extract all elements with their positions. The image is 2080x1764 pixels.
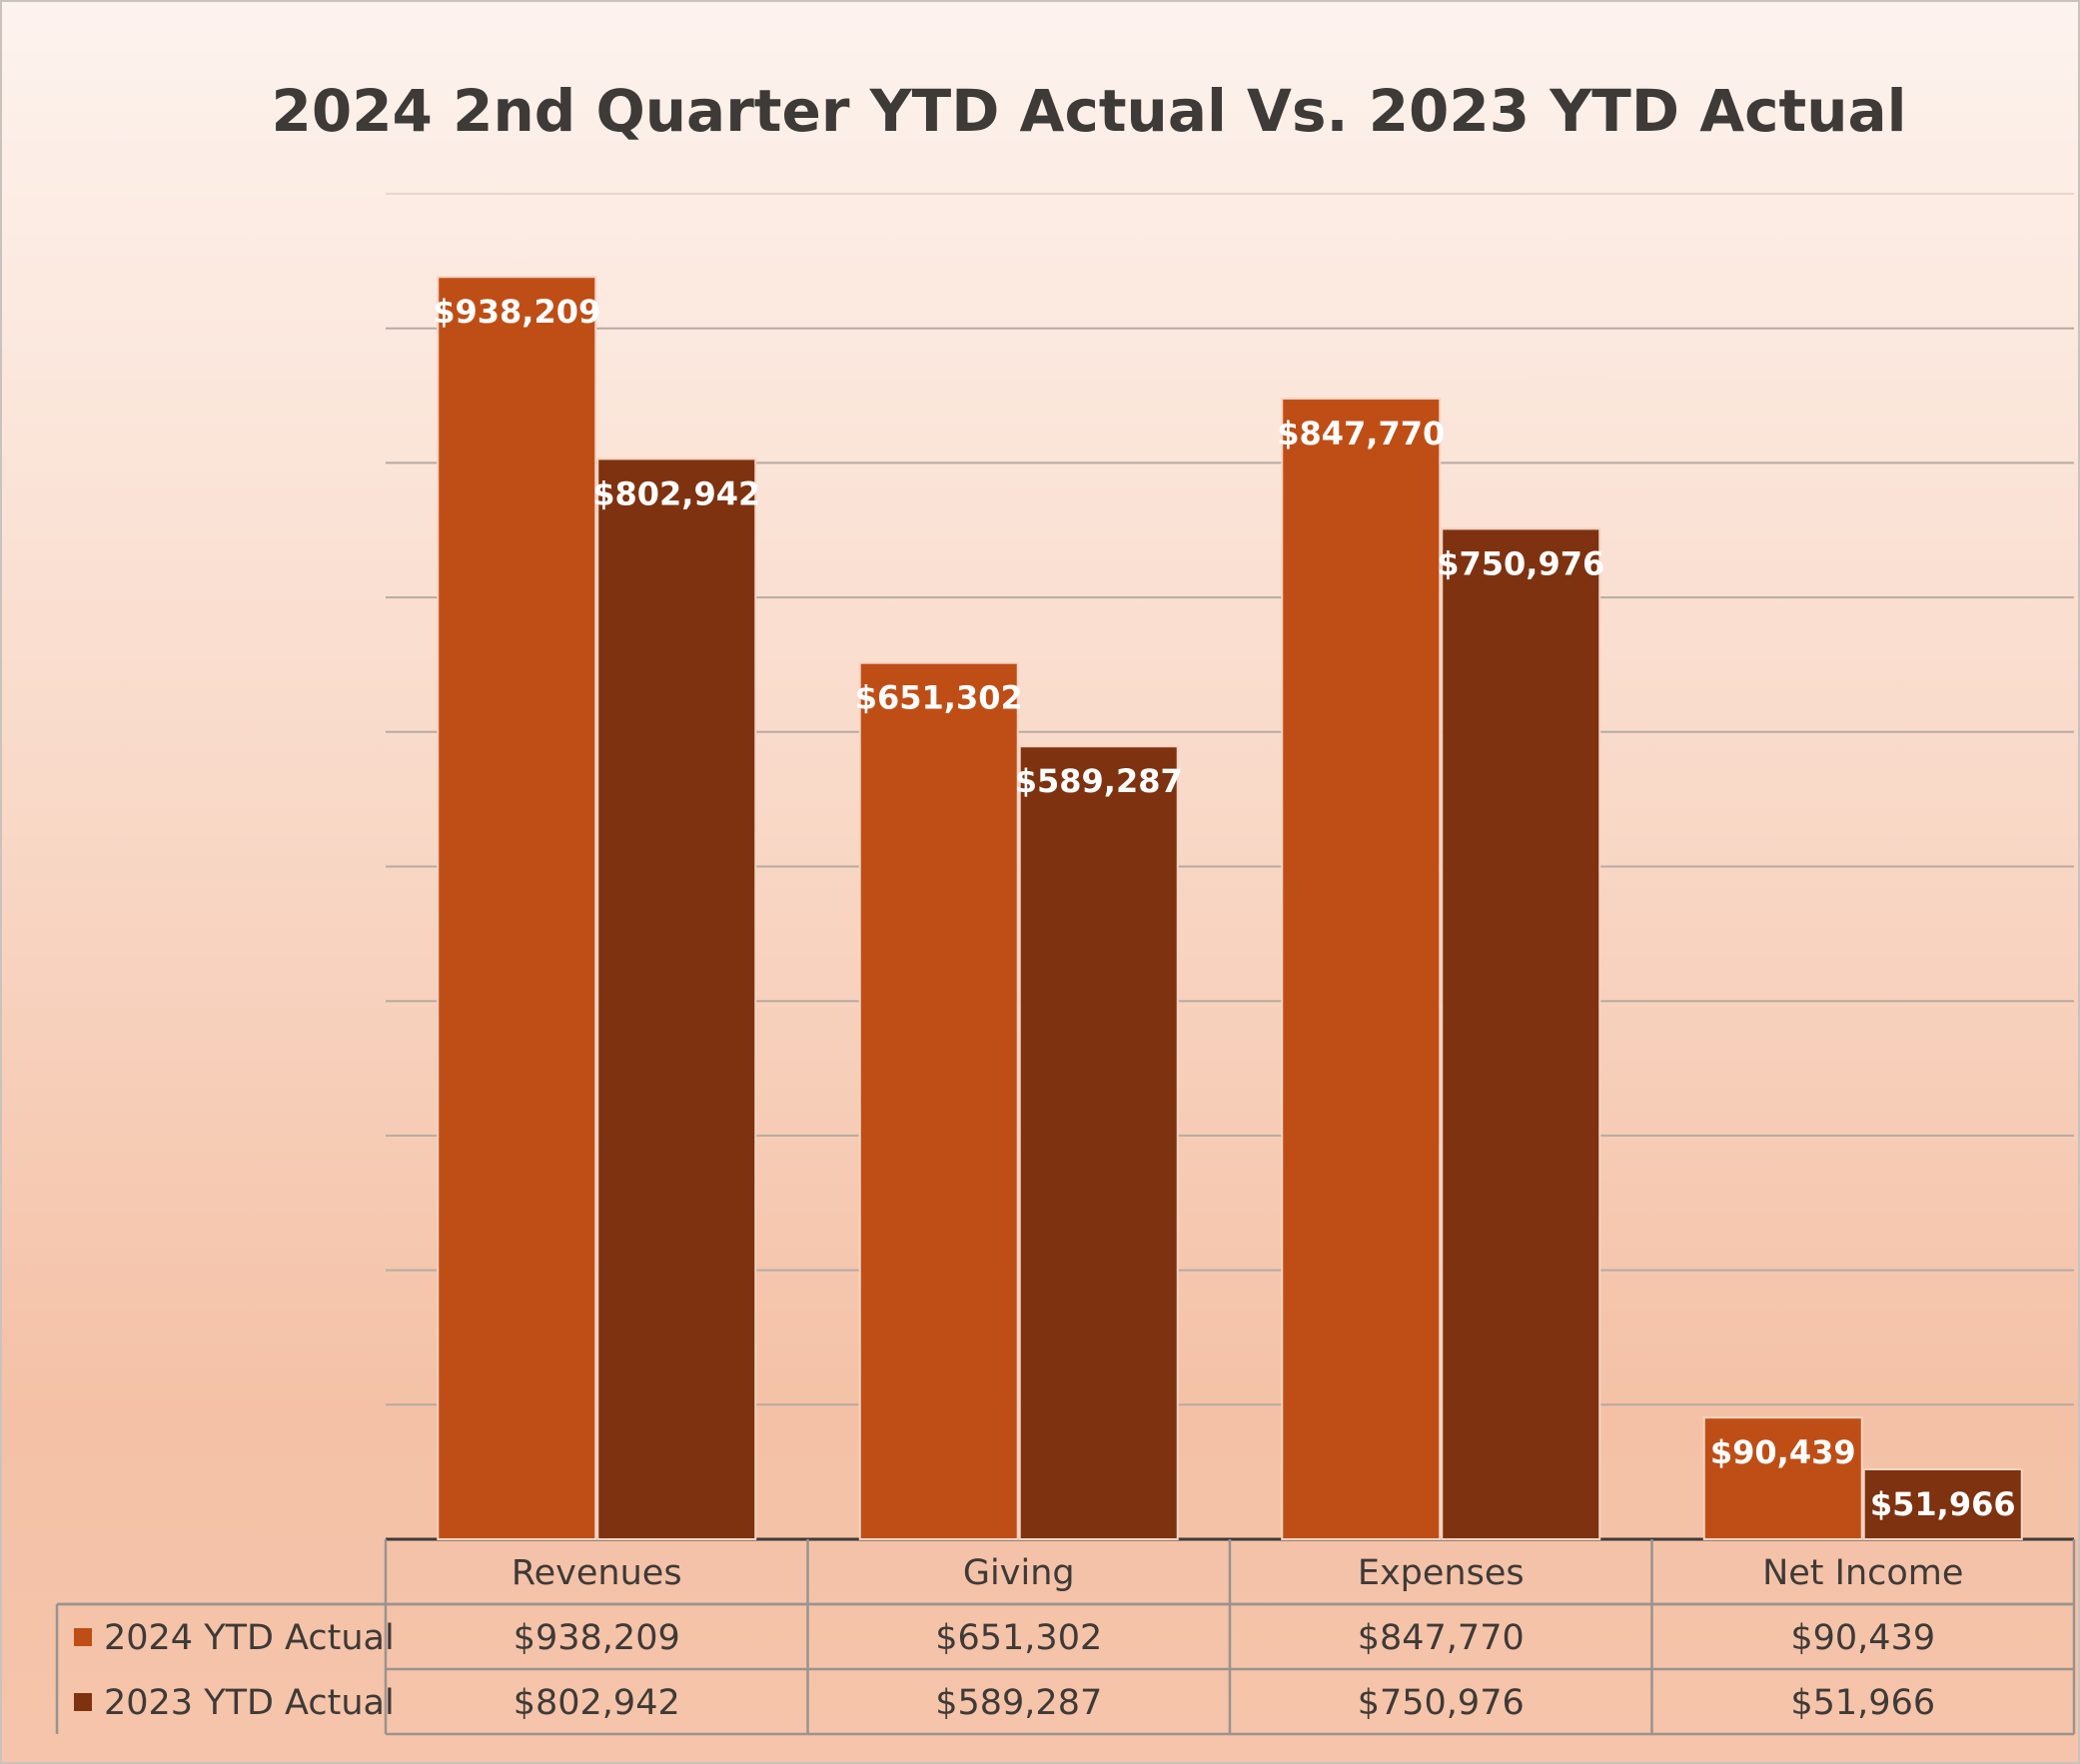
category-label: Revenues <box>512 1553 682 1593</box>
table-cell: $651,302 <box>935 1618 1102 1658</box>
chart-title: 2024 2nd Quarter YTD Actual Vs. 2023 YTD… <box>271 77 1906 145</box>
category-label: Giving <box>963 1553 1075 1593</box>
category-label: Expenses <box>1358 1553 1525 1593</box>
data-label: $802,942 <box>592 474 760 512</box>
table-cell: $51,966 <box>1790 1683 1935 1723</box>
legend-swatch <box>74 1693 92 1711</box>
table-cell: $750,976 <box>1358 1683 1525 1723</box>
table-cell: $938,209 <box>514 1618 680 1658</box>
data-table: Revenues Giving Expenses Net Income 2024 YTD… <box>55 1539 2076 1736</box>
data-label: $847,770 <box>1277 415 1445 452</box>
legend-label: 2023 YTD Actual <box>104 1683 395 1723</box>
bars <box>437 276 2023 1541</box>
bar-2023-giving <box>1018 745 1179 1540</box>
bar-2024-expenses <box>1281 398 1442 1540</box>
table-cell: $802,942 <box>514 1683 680 1723</box>
bar-2024-giving <box>858 661 1019 1540</box>
data-label: $750,976 <box>1437 544 1604 582</box>
bar-2024-revenues <box>437 276 597 1541</box>
bar-2024-net-income <box>1702 1416 1863 1541</box>
bar-2023-expenses <box>1441 527 1601 1540</box>
table-cell: $589,287 <box>935 1683 1102 1723</box>
data-label: $90,439 <box>1710 1433 1856 1471</box>
data-label: $51,966 <box>1870 1485 2016 1523</box>
category-label: Net Income <box>1762 1553 1963 1593</box>
data-label: $651,302 <box>855 679 1023 717</box>
table-cell: $847,770 <box>1358 1618 1525 1658</box>
data-label: $589,287 <box>1015 762 1183 800</box>
bar-2023-net-income <box>1862 1468 2023 1541</box>
data-labels: $938,209 $802,942 $651,302 $589,287 $847,770… <box>433 293 2015 1523</box>
legend-label: 2024 YTD Actual <box>104 1618 395 1658</box>
table-cell: $90,439 <box>1790 1618 1935 1658</box>
legend-swatch <box>74 1628 92 1646</box>
bar-2023-revenues <box>596 457 757 1540</box>
data-label: $938,209 <box>433 293 600 331</box>
